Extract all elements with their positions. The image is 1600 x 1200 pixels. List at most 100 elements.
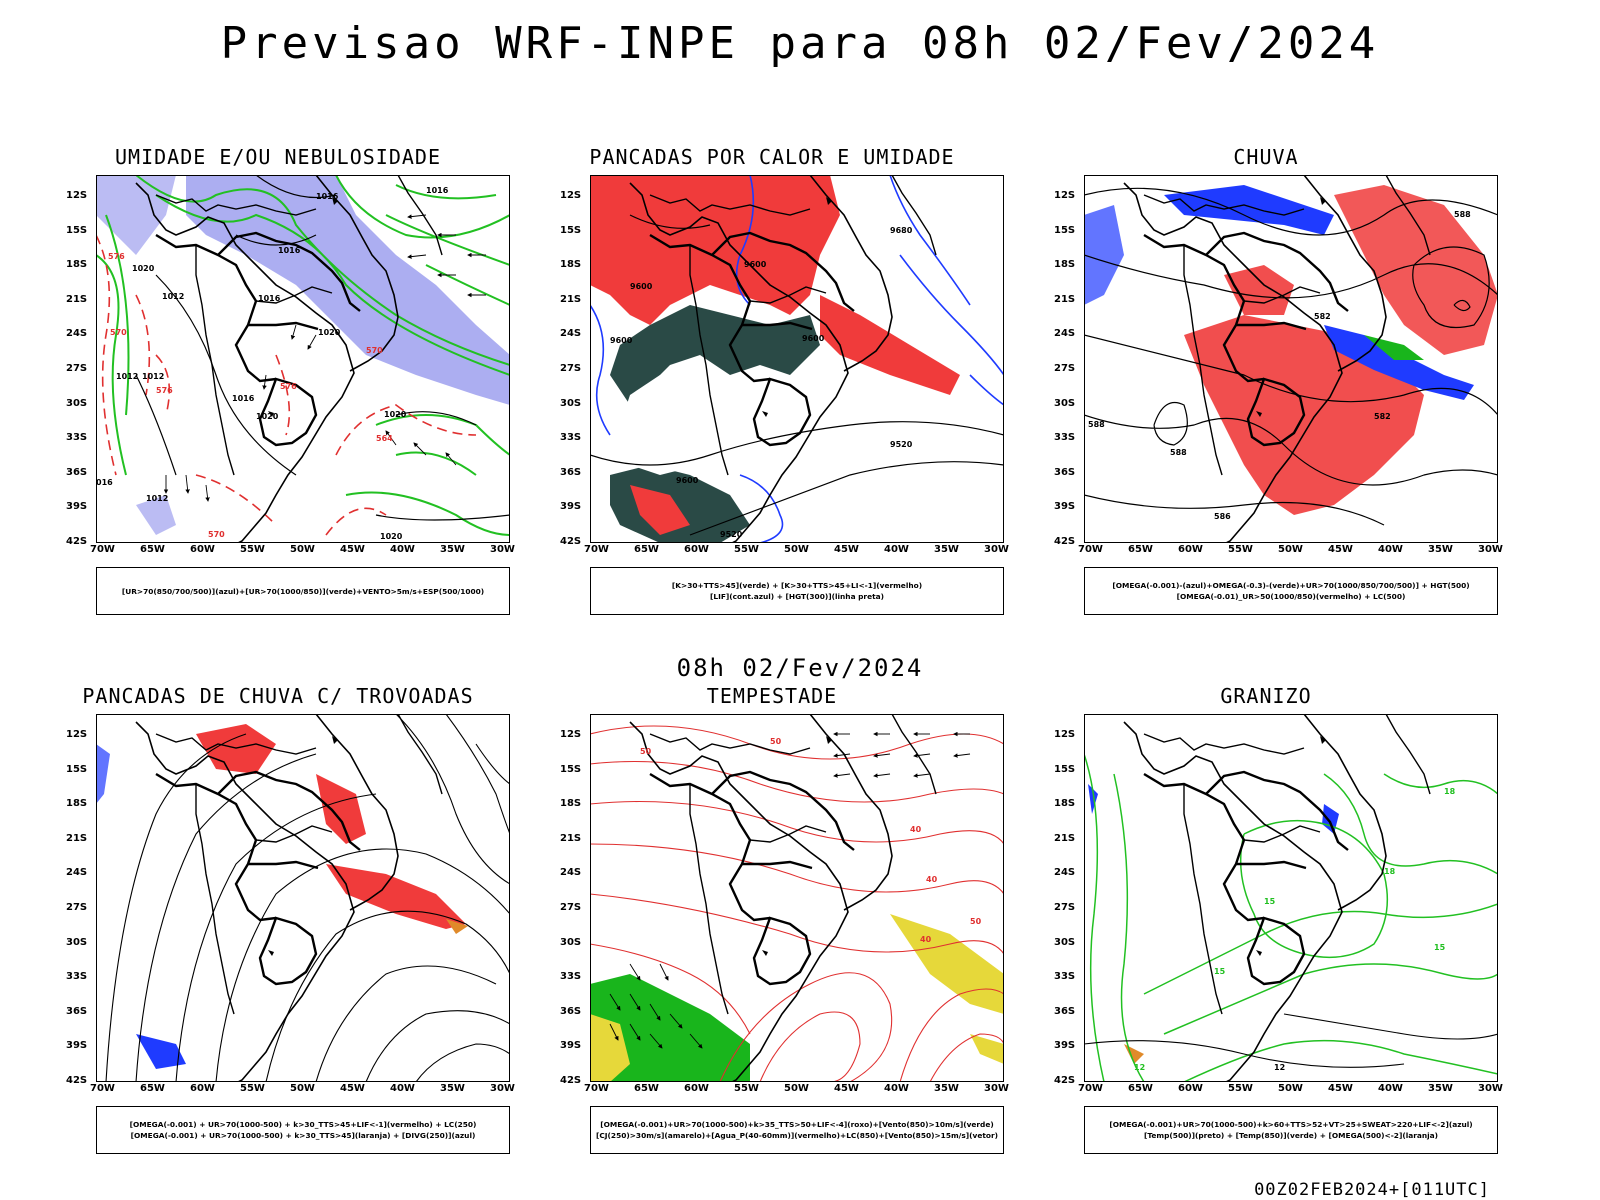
lon-tick-label: 65W <box>1128 544 1153 555</box>
contour-label: 9600 <box>676 476 699 485</box>
contour-label: 9600 <box>744 260 767 269</box>
lon-tick-label: 60W <box>684 544 709 555</box>
lat-tick-label: 42S <box>560 1075 582 1086</box>
lat-tick-label: 27S <box>560 363 582 374</box>
contour-label: 1012 <box>146 494 168 503</box>
blue-area <box>1088 784 1098 814</box>
lat-tick-label: 18S <box>66 798 88 810</box>
red-dashed-contours <box>96 234 477 536</box>
panel-pancadas-calor: PANCADAS POR CALOR E UMIDADE 9600 9600 9… <box>532 145 1012 615</box>
lon-tick-label: 40W <box>884 544 909 555</box>
lat-tick-label: 42S <box>66 536 88 547</box>
lat-tick-label: 42S <box>1054 1075 1076 1086</box>
panel-granizo: GRANIZO 15 15 18 12 18 15 12 <box>1026 684 1506 1154</box>
lon-tick-label: 55W <box>240 1083 265 1094</box>
lon-tick-label: 55W <box>734 1083 759 1094</box>
red-contours <box>590 725 1004 1082</box>
contour-label: 588 <box>1088 420 1105 429</box>
lat-tick-label: 30S <box>1054 936 1076 948</box>
contour-label: 564 <box>376 434 393 443</box>
green-area <box>590 974 750 1082</box>
blue-area <box>136 1034 186 1069</box>
lat-tick-label: 33S <box>560 971 582 983</box>
legend-line: [K>30+TTS>45](verde) + [K>30+TTS>45+LI<-… <box>671 581 923 590</box>
lat-tick-label: 33S <box>560 432 582 444</box>
red-area <box>1224 265 1294 315</box>
lat-tick-label: 36S <box>1054 466 1076 478</box>
lon-tick-label: 55W <box>1228 1083 1253 1094</box>
contour-label: 588 <box>1454 210 1471 219</box>
lat-tick-label: 15S <box>560 763 582 775</box>
lat-tick-label: 12S <box>66 729 88 740</box>
lat-tick-label: 21S <box>560 832 582 844</box>
wind-vectors <box>609 731 971 1049</box>
contour-label: 1016 <box>426 186 449 195</box>
lon-tick-label: 50W <box>1278 1083 1303 1094</box>
lon-tick-label: 35W <box>1428 1083 1453 1094</box>
lat-tick-label: 30S <box>66 397 88 409</box>
lat-tick-label: 15S <box>1054 224 1076 236</box>
lavender-area <box>136 495 176 535</box>
map-chuva: 588 582 588 588 586 582 <box>1084 175 1498 543</box>
run-timestamp: 00Z02FEB2024+[011UTC] <box>1254 1180 1490 1200</box>
lon-tick-label: 65W <box>634 544 659 555</box>
lat-tick-label: 36S <box>560 466 582 478</box>
contour-label: 576 <box>108 252 125 261</box>
lat-tick-label: 18S <box>1054 259 1076 271</box>
lat-tick-label: 39S <box>1054 1040 1076 1052</box>
lat-tick-label: 27S <box>1054 363 1076 374</box>
lat-tick-label: 21S <box>66 293 88 305</box>
panel-legend: [OMEGA(-0.001) + UR>70(1000-500) + k>30_… <box>96 1106 510 1154</box>
lat-tick-label: 39S <box>560 1040 582 1052</box>
panel-legend: [OMEGA(-0.001)+UR>70(1000-500)+k>35_TTS>… <box>590 1106 1004 1154</box>
map-pancadas-calor: 9600 9600 9600 9600 9520 9600 9520 9680 <box>590 175 1004 543</box>
lat-tick-label: 30S <box>560 397 582 409</box>
lat-tick-label: 15S <box>1054 763 1076 775</box>
lon-tick-label: 70W <box>1078 544 1103 555</box>
legend-line: [OMEGA(-0.001) + UR>70(1000-500) + k>30_… <box>129 1120 477 1129</box>
contour-label: 1016 <box>232 394 255 403</box>
contour-label: 9600 <box>610 336 633 345</box>
lon-tick-label: 45W <box>1328 1083 1353 1094</box>
page-title: Previsao WRF-INPE para 08h 02/Fev/2024 <box>220 18 1380 69</box>
panel-title: UMIDADE E/OU NEBULOSIDADE <box>114 145 442 169</box>
lon-tick-label: 60W <box>190 1083 215 1094</box>
lon-tick-label: 60W <box>684 1083 709 1094</box>
lon-tick-label: 55W <box>240 544 265 555</box>
contour-label: 18 <box>1444 787 1456 796</box>
panel-chuva: CHUVA 588 582 588 588 586 582 [OMEGA(-0.… <box>1026 145 1506 615</box>
contour-label: 12 <box>1134 1063 1145 1072</box>
black-contours <box>1084 1013 1498 1068</box>
streamlines <box>105 714 510 1082</box>
green-area <box>1364 335 1424 360</box>
lat-tick-label: 24S <box>1054 328 1076 340</box>
contour-label: 1016 <box>258 294 281 303</box>
lat-tick-label: 39S <box>560 501 582 513</box>
blue-area <box>1324 325 1474 400</box>
lon-tick-label: 45W <box>340 1083 365 1094</box>
black-contours <box>135 175 510 521</box>
lat-tick-label: 33S <box>1054 971 1076 983</box>
lat-tick-label: 42S <box>560 536 582 547</box>
wind-vectors <box>163 214 486 502</box>
lat-tick-label: 39S <box>66 1040 88 1052</box>
contour-label: 570 <box>110 328 127 337</box>
red-area <box>630 485 690 535</box>
contour-label: 582 <box>1374 412 1391 421</box>
contour-label: 1020 <box>132 264 155 273</box>
lat-tick-label: 33S <box>66 971 88 983</box>
lat-tick-label: 42S <box>66 1075 88 1086</box>
blue-area <box>1164 185 1334 235</box>
legend-line: [OMEGA(-0.01)_UR>50(1000/850)(vermelho) … <box>1176 592 1406 601</box>
lat-tick-label: 21S <box>66 832 88 844</box>
lon-tick-label: 35W <box>1428 544 1453 555</box>
contour-label: 9600 <box>630 282 653 291</box>
contour-label: 570 <box>366 346 383 355</box>
lat-tick-label: 27S <box>1054 902 1076 913</box>
lat-tick-label: 24S <box>66 328 88 340</box>
lat-tick-label: 36S <box>66 466 88 478</box>
yellow-area <box>590 1014 630 1082</box>
lat-tick-label: 33S <box>66 432 88 444</box>
panel-title: GRANIZO <box>1220 684 1312 708</box>
lat-tick-label: 18S <box>560 259 582 271</box>
